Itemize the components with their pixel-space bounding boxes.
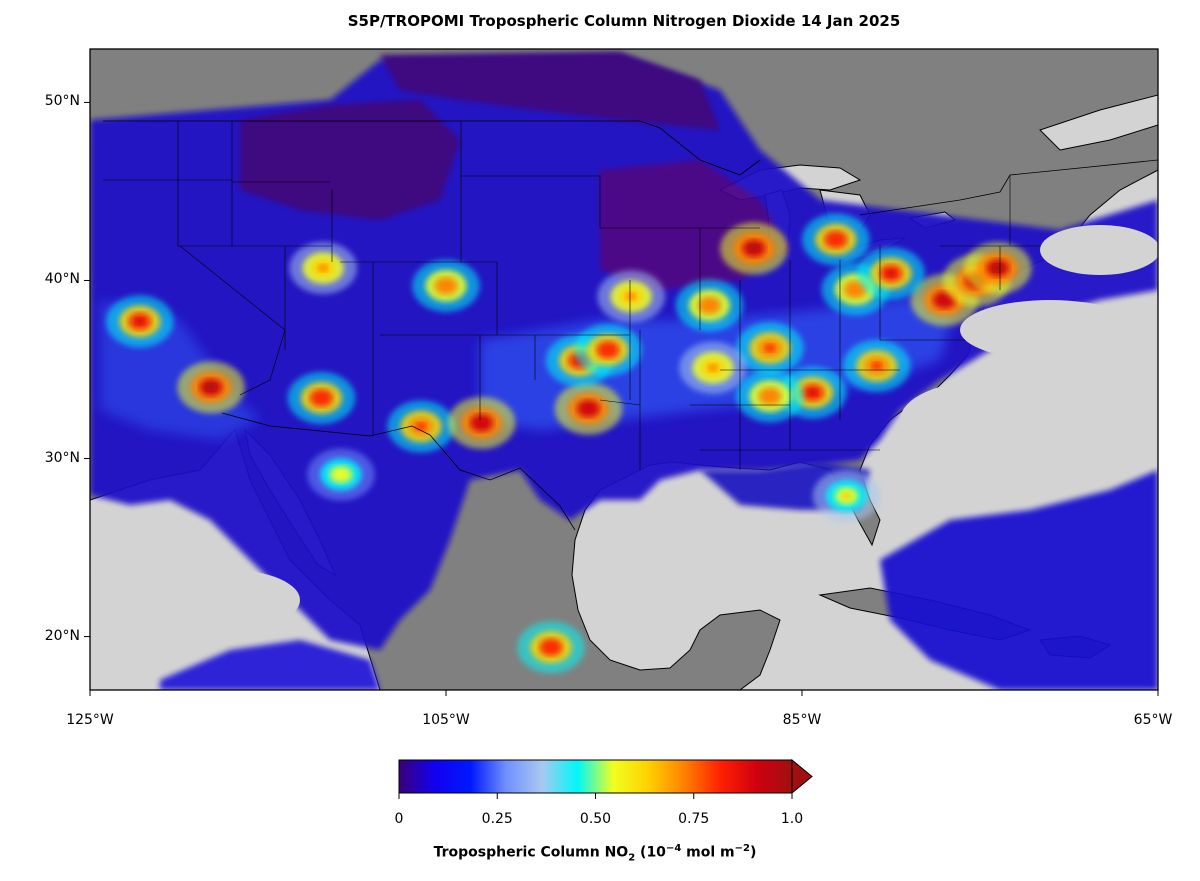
political-borders (103, 120, 1158, 531)
no2-hotspot (748, 244, 760, 253)
hudson-st-lawrence (1039, 94, 1158, 151)
state-lines (103, 121, 1050, 470)
no2-hotspot (992, 264, 1003, 273)
colorbar-tick-label: 0 (394, 811, 404, 827)
no2-base-canada (380, 52, 720, 130)
no2-hotspot (850, 285, 861, 294)
lat-tick-label: 40°N (44, 271, 80, 288)
no2-hotspot (841, 491, 852, 500)
colorbar-extend-arrow (791, 758, 813, 795)
no2-hotspot (704, 301, 715, 310)
lon-tick-label: 125°W (66, 712, 114, 728)
no2-hotspot (707, 363, 719, 372)
no2-hotspot (335, 470, 347, 479)
lon-ticks (89, 690, 1159, 696)
no2-hotspot (764, 392, 776, 401)
no2-hotspot (830, 235, 842, 244)
colorbar-label-text: Tropospheric Column NO (433, 844, 629, 861)
colorbar-tick-label: 0.50 (579, 811, 612, 827)
no2-base-nw (240, 100, 460, 220)
colorbar-tick-label: 0.75 (678, 811, 710, 827)
lon-tick-label: 65°W (1133, 712, 1173, 728)
lat-ticks (84, 101, 90, 638)
lat-tick-label: 20°N (44, 627, 80, 644)
map-frame (89, 48, 1159, 691)
no2-hotspot (317, 264, 329, 273)
lon-tick-label: 85°W (782, 712, 822, 728)
no2-hotspot (476, 418, 487, 427)
lat-tick-label: 30°N (44, 449, 80, 466)
no2-base-atlantic (880, 470, 1158, 690)
colorbar-label-sub: 2 (628, 852, 636, 864)
colorbar-label-exp1: −4 (665, 843, 682, 854)
map-title: S5P/TROPOMI Tropospheric Column Nitrogen… (347, 12, 901, 30)
no2-hotspot (602, 345, 614, 354)
ocean-gaps (90, 225, 1158, 630)
no2-hotspot (415, 422, 427, 431)
colorbar-label-unit: mol m (681, 844, 735, 861)
no2-base-mexico (160, 640, 380, 690)
colorbar-ticks (398, 793, 793, 799)
colorbar-label: Tropospheric Column NO2 (10−4 mol m−2) (300, 843, 890, 863)
colorbar-label-exp2: −2 (734, 843, 750, 854)
no2-hotspot (807, 388, 818, 397)
colorbar-body (398, 759, 793, 794)
no2-hotspot (316, 393, 327, 402)
lon-tick-label: 105°W (422, 712, 470, 728)
canada-border (103, 120, 1158, 216)
no2-hotspots (106, 213, 1032, 674)
no2-hotspot (939, 296, 950, 305)
no2-hotspot (545, 643, 557, 652)
colorbar-label-mid: (10 (635, 844, 666, 861)
colorbar-tick-label: 1.0 (780, 811, 804, 827)
colorbar-tick-label: 0.25 (481, 811, 513, 827)
no2-hotspot (871, 361, 882, 370)
no2-hotspot (885, 269, 897, 278)
no2-hotspot (583, 404, 594, 413)
colorbar (398, 758, 813, 799)
lat-tick-label: 50°N (44, 93, 80, 110)
colorbar-label-end: ) (749, 844, 757, 861)
no2-hotspot (764, 344, 776, 353)
no2-hotspot (625, 292, 637, 301)
no2-hotspot (134, 317, 146, 326)
no2-hotspot (205, 383, 217, 392)
no2-hotspot (440, 281, 452, 290)
mexico-border (221, 412, 576, 531)
